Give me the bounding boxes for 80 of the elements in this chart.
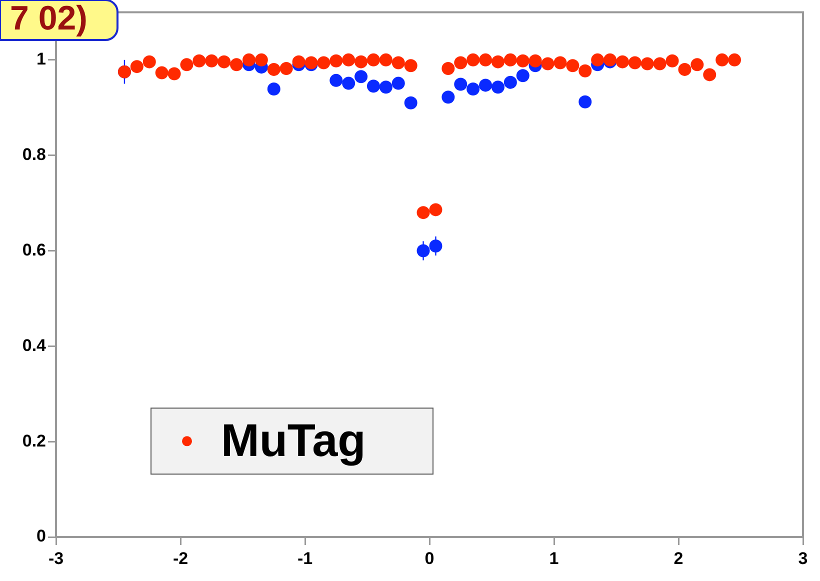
- point: [628, 56, 642, 70]
- point: [130, 60, 144, 74]
- point: [728, 53, 742, 66]
- point: [404, 59, 418, 72]
- point: [491, 80, 504, 94]
- point: [504, 76, 517, 89]
- point: [330, 54, 343, 68]
- point: [466, 53, 480, 66]
- y-tick-label: 0.8: [22, 145, 46, 164]
- x-tick-label: -1: [297, 548, 313, 568]
- point: [317, 56, 330, 70]
- point: [366, 53, 380, 66]
- point: [616, 55, 629, 68]
- y-tick-label: 1: [36, 50, 46, 69]
- point: [703, 68, 716, 82]
- point: [192, 54, 206, 68]
- point: [640, 57, 654, 70]
- point: [491, 55, 504, 68]
- point: [466, 82, 480, 96]
- point: [578, 95, 592, 108]
- point: [653, 57, 666, 70]
- point: [429, 203, 442, 216]
- point: [716, 53, 729, 66]
- point: [330, 74, 343, 87]
- point: [267, 62, 280, 76]
- point: [566, 59, 580, 72]
- y-tick-label: 0.2: [22, 431, 46, 450]
- point: [454, 78, 468, 91]
- point: [516, 54, 530, 68]
- point: [442, 90, 455, 104]
- point: [678, 62, 692, 76]
- point: [479, 78, 492, 92]
- point: [354, 70, 368, 84]
- point: [416, 206, 430, 220]
- point: [392, 56, 405, 70]
- point: [254, 53, 268, 66]
- point: [404, 96, 418, 110]
- point: [591, 53, 604, 66]
- x-tick-label: -3: [48, 548, 64, 568]
- point: [292, 55, 306, 68]
- point: [454, 56, 468, 70]
- point: [516, 69, 530, 82]
- point: [205, 54, 218, 68]
- point: [379, 53, 392, 66]
- x-tick-label: 0: [424, 548, 434, 568]
- point: [168, 67, 181, 80]
- point: [230, 58, 244, 72]
- point: [429, 239, 442, 252]
- y-tick-label: 0.6: [22, 240, 46, 260]
- legend-label: MuTag: [221, 414, 366, 466]
- point: [479, 53, 492, 66]
- point: [342, 76, 356, 90]
- point: [218, 55, 231, 68]
- point: [504, 53, 517, 66]
- point: [442, 62, 455, 75]
- x-tick-label: 2: [674, 548, 684, 568]
- point: [267, 82, 280, 96]
- point: [541, 57, 554, 70]
- point: [354, 55, 368, 68]
- point: [666, 54, 679, 68]
- x-tick-label: 3: [798, 548, 808, 568]
- point: [180, 58, 194, 72]
- y-tick-label: 0.4: [22, 336, 47, 355]
- point: [554, 56, 567, 70]
- point: [342, 53, 356, 66]
- point: [528, 54, 542, 68]
- y-tick-label: 0: [36, 526, 46, 546]
- point: [392, 76, 405, 90]
- point: [690, 58, 704, 72]
- point: [379, 80, 392, 94]
- point: [155, 66, 168, 80]
- point: [280, 62, 293, 75]
- point: [578, 64, 592, 78]
- point: [242, 53, 256, 66]
- point: [416, 244, 430, 258]
- point: [366, 80, 380, 93]
- x-tick-label: -2: [172, 548, 188, 568]
- point: [142, 55, 156, 68]
- annotation: 7 02): [10, 0, 88, 38]
- x-tick-label: 1: [549, 548, 559, 568]
